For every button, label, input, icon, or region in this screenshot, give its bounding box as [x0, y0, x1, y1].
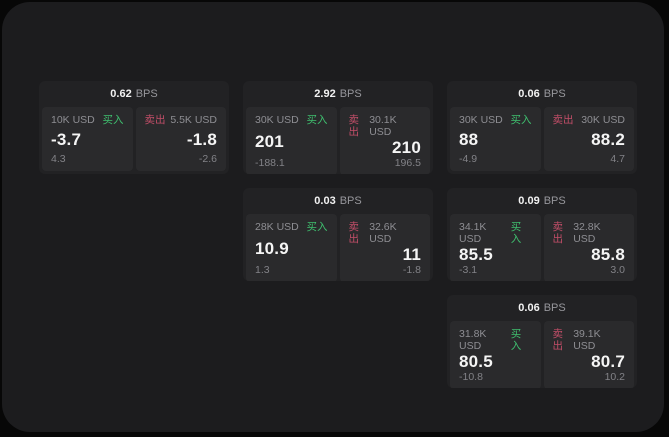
sell-label: 卖出 — [552, 114, 574, 126]
spread-value: 0.03 — [314, 195, 336, 207]
buy-delta: -4.9 — [459, 153, 478, 165]
buy-notional: 34.1K USD — [459, 221, 487, 245]
buy-panel[interactable]: 30K USD 买入 88 -4.9 — [450, 107, 541, 171]
quote-card: 0.03 BPS 28K USD 买入 10.9 1.3 卖出 32.6K US… — [243, 188, 433, 281]
quote-card: 0.62 BPS 10K USD 买入 -3.7 4.3 卖出 5.5K USD — [39, 81, 229, 174]
sell-price: 88.2 — [591, 130, 625, 149]
sell-notional: 32.8K USD — [573, 221, 601, 245]
sell-label: 卖出 — [552, 221, 564, 245]
spread-value: 0.06 — [518, 88, 540, 100]
sell-delta: -2.6 — [198, 153, 217, 165]
buy-notional: 30K USD — [459, 114, 503, 126]
buy-label: 买入 — [306, 221, 328, 233]
buy-panel[interactable]: 34.1K USD 买入 85.5 -3.1 — [450, 214, 541, 281]
spread-unit: BPS — [339, 88, 362, 100]
sell-notional: 30K USD — [581, 114, 625, 126]
sell-price: -1.8 — [186, 130, 217, 149]
sell-label: 卖出 — [348, 221, 360, 245]
quote-card: 0.06 BPS 30K USD 买入 88 -4.9 卖出 30K USD — [447, 81, 637, 174]
spread-header: 0.09 BPS — [447, 188, 637, 214]
spread-value: 2.92 — [314, 88, 336, 100]
sell-label: 卖出 — [552, 328, 564, 352]
spread-header: 0.03 BPS — [243, 188, 433, 214]
spread-unit: BPS — [543, 302, 566, 314]
app-window: 0.62 BPS 10K USD 买入 -3.7 4.3 卖出 5.5K USD — [2, 2, 664, 432]
buy-label: 买入 — [306, 114, 328, 126]
buy-notional: 28K USD — [255, 221, 299, 233]
sell-delta: 10.2 — [604, 371, 625, 383]
quote-card: 0.09 BPS 34.1K USD 买入 85.5 -3.1 卖出 32.8K… — [447, 188, 637, 281]
buy-price: 201 — [255, 132, 284, 151]
sell-panel[interactable]: 卖出 30.1K USD 210 196.5 — [339, 107, 430, 174]
sell-label: 卖出 — [348, 114, 360, 138]
buy-notional: 30K USD — [255, 114, 299, 126]
sell-price: 11 — [402, 245, 421, 264]
quote-body: 34.1K USD 买入 85.5 -3.1 卖出 32.8K USD 85.8… — [447, 214, 637, 281]
quote-body: 31.8K USD 买入 80.5 -10.8 卖出 39.1K USD 80.… — [447, 321, 637, 388]
sell-delta: 196.5 — [394, 157, 421, 169]
sell-panel[interactable]: 卖出 32.6K USD 11 -1.8 — [339, 214, 430, 281]
buy-delta: -10.8 — [459, 371, 483, 383]
buy-price: -3.7 — [51, 130, 82, 149]
sell-price: 210 — [392, 138, 421, 157]
quote-body: 28K USD 买入 10.9 1.3 卖出 32.6K USD 11 -1.8 — [243, 214, 433, 281]
buy-delta: 4.3 — [51, 153, 66, 165]
quote-body: 10K USD 买入 -3.7 4.3 卖出 5.5K USD -1.8 -2.… — [39, 107, 229, 174]
spread-value: 0.06 — [518, 302, 540, 314]
sell-label: 卖出 — [144, 114, 166, 126]
quote-body: 30K USD 买入 201 -188.1 卖出 30.1K USD 210 1… — [243, 107, 433, 174]
buy-label: 买入 — [102, 114, 124, 126]
quote-card: 2.92 BPS 30K USD 买入 201 -188.1 卖出 30.1K … — [243, 81, 433, 174]
spread-value: 0.62 — [110, 88, 132, 100]
buy-panel[interactable]: 28K USD 买入 10.9 1.3 — [246, 214, 337, 281]
buy-label: 买入 — [510, 221, 522, 245]
sell-delta: -1.8 — [402, 264, 421, 276]
buy-panel[interactable]: 30K USD 买入 201 -188.1 — [246, 107, 337, 174]
spread-unit: BPS — [135, 88, 158, 100]
sell-notional: 30.1K USD — [369, 114, 397, 138]
sell-price: 85.8 — [591, 245, 625, 264]
buy-price: 80.5 — [459, 352, 493, 371]
sell-notional: 32.6K USD — [369, 221, 397, 245]
quote-card: 0.06 BPS 31.8K USD 买入 80.5 -10.8 卖出 39.1… — [447, 295, 637, 388]
spread-value: 0.09 — [518, 195, 540, 207]
sell-notional: 5.5K USD — [170, 114, 217, 126]
buy-panel[interactable]: 31.8K USD 买入 80.5 -10.8 — [450, 321, 541, 388]
sell-price: 80.7 — [591, 352, 625, 371]
spread-header: 0.06 BPS — [447, 295, 637, 321]
sell-panel[interactable]: 卖出 5.5K USD -1.8 -2.6 — [135, 107, 226, 171]
spread-header: 0.06 BPS — [447, 81, 637, 107]
sell-panel[interactable]: 卖出 39.1K USD 80.7 10.2 — [543, 321, 634, 388]
spread-unit: BPS — [339, 195, 362, 207]
sell-panel[interactable]: 卖出 32.8K USD 85.8 3.0 — [543, 214, 634, 281]
quote-body: 30K USD 买入 88 -4.9 卖出 30K USD 88.2 4.7 — [447, 107, 637, 174]
sell-delta: 4.7 — [610, 153, 625, 165]
spread-unit: BPS — [543, 195, 566, 207]
buy-delta: -188.1 — [255, 157, 285, 169]
quote-grid: 0.62 BPS 10K USD 买入 -3.7 4.3 卖出 5.5K USD — [39, 81, 637, 388]
sell-delta: 3.0 — [610, 264, 625, 276]
buy-panel[interactable]: 10K USD 买入 -3.7 4.3 — [42, 107, 133, 171]
buy-delta: 1.3 — [255, 264, 270, 276]
sell-notional: 39.1K USD — [573, 328, 601, 352]
buy-notional: 31.8K USD — [459, 328, 487, 352]
buy-label: 买入 — [510, 114, 532, 126]
buy-delta: -3.1 — [459, 264, 478, 276]
sell-panel[interactable]: 卖出 30K USD 88.2 4.7 — [543, 107, 634, 171]
spread-unit: BPS — [543, 88, 566, 100]
buy-price: 88 — [459, 130, 479, 149]
buy-label: 买入 — [510, 328, 522, 352]
spread-header: 0.62 BPS — [39, 81, 229, 107]
buy-price: 85.5 — [459, 245, 493, 264]
buy-notional: 10K USD — [51, 114, 95, 126]
spread-header: 2.92 BPS — [243, 81, 433, 107]
buy-price: 10.9 — [255, 239, 289, 258]
